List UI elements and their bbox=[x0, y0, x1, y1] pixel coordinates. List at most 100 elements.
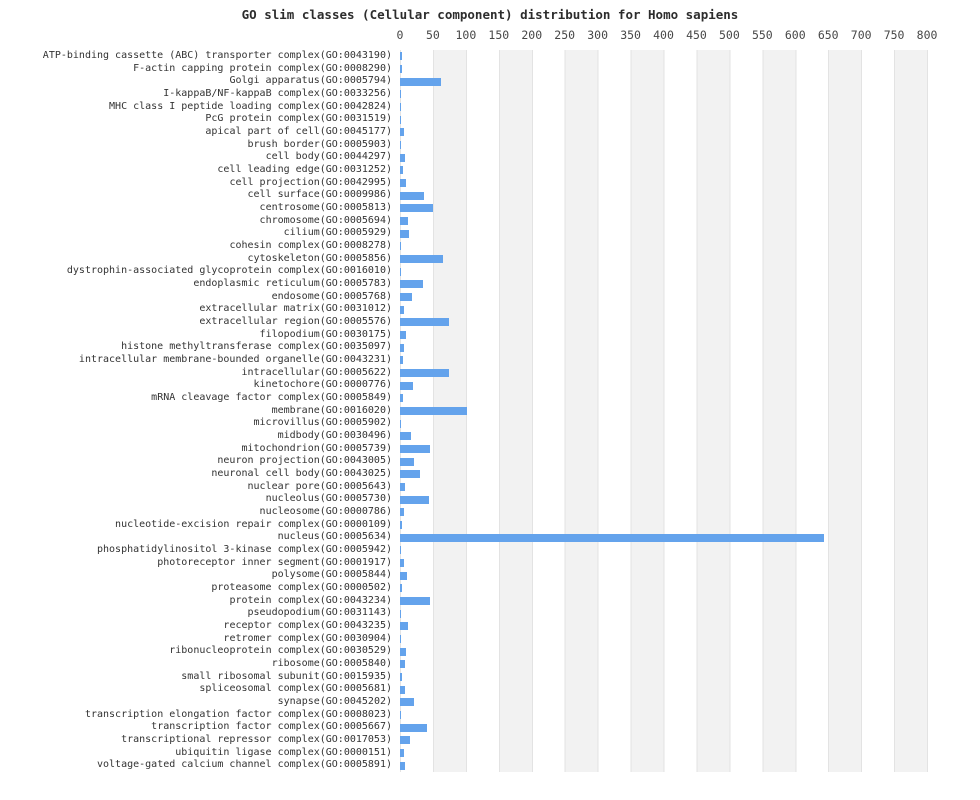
category-label: intracellular(GO:0005622) bbox=[241, 366, 392, 378]
bar bbox=[400, 103, 402, 111]
bar bbox=[400, 217, 408, 225]
bar bbox=[400, 419, 402, 428]
category-label: I-kappaB/NF-kappaB complex(GO:0033256) bbox=[163, 88, 392, 99]
category-label: mRNA cleavage factor complex(GO:0005849) bbox=[151, 392, 392, 403]
bar bbox=[400, 90, 402, 99]
category-label: synapse(GO:0045202) bbox=[277, 696, 392, 707]
bar bbox=[400, 571, 407, 580]
x-tick-label: 800 bbox=[916, 28, 938, 42]
bar bbox=[400, 242, 402, 251]
bar bbox=[400, 381, 414, 390]
category-label: nucleotide-excision repair complex(GO:00… bbox=[115, 518, 392, 530]
category-label: ubiquitin ligase complex(GO:0000151) bbox=[175, 746, 392, 758]
category-label: retromer complex(GO:0030904) bbox=[223, 632, 392, 644]
chart-title: GO slim classes (Cellular component) dis… bbox=[241, 7, 739, 22]
bar bbox=[400, 609, 402, 618]
bar bbox=[400, 166, 404, 175]
category-label: transcription factor complex(GO:0005667) bbox=[151, 721, 392, 733]
category-label: voltage-gated calcium channel complex(GO… bbox=[96, 759, 392, 771]
category-label: transcription elongation factor complex(… bbox=[84, 708, 392, 720]
bar bbox=[400, 293, 412, 301]
bar bbox=[400, 445, 430, 453]
category-label: pseudopodium(GO:0031143) bbox=[247, 607, 393, 619]
bar bbox=[400, 533, 824, 542]
bar bbox=[400, 457, 415, 466]
bar bbox=[400, 77, 441, 86]
category-label: neuronal cell body(GO:0043025) bbox=[211, 468, 392, 479]
category-label: polysome(GO:0005844) bbox=[271, 569, 392, 581]
bar bbox=[400, 698, 415, 707]
bar bbox=[400, 711, 402, 719]
category-label: extracellular matrix(GO:0031012) bbox=[199, 303, 392, 315]
bar bbox=[400, 318, 449, 327]
bar bbox=[400, 559, 404, 567]
category-label: cell body(GO:0044297) bbox=[265, 151, 392, 163]
bar bbox=[400, 128, 404, 137]
bar bbox=[400, 65, 402, 73]
bar bbox=[400, 394, 404, 403]
category-label: chromosome(GO:0005694) bbox=[259, 214, 392, 226]
bar bbox=[400, 191, 424, 200]
x-tick-label: 100 bbox=[455, 28, 477, 42]
bar bbox=[400, 305, 404, 314]
x-tick-label: 700 bbox=[850, 28, 872, 42]
category-label: apical part of cell(GO:0045177) bbox=[205, 126, 392, 137]
category-label: nucleolus(GO:0005730) bbox=[265, 493, 392, 505]
x-tick-label: 450 bbox=[686, 28, 707, 42]
category-label: cilium(GO:0005929) bbox=[283, 227, 392, 239]
category-label: filopodium(GO:0030175) bbox=[259, 328, 392, 340]
category-label: nucleosome(GO:0000786) bbox=[259, 506, 392, 517]
category-label: cell projection(GO:0042995) bbox=[229, 176, 392, 188]
bar bbox=[400, 736, 410, 745]
bar bbox=[400, 229, 409, 238]
bar bbox=[400, 685, 406, 694]
bar bbox=[400, 761, 405, 770]
category-label: cell leading edge(GO:0031252) bbox=[217, 164, 392, 175]
category-label: proteasome complex(GO:0000502) bbox=[211, 582, 392, 593]
bar bbox=[400, 660, 406, 669]
bar bbox=[400, 52, 402, 61]
category-label: kinetochore(GO:0000776) bbox=[253, 379, 392, 391]
category-label: cytoskeleton(GO:0005856) bbox=[247, 252, 393, 264]
category-label: microvillus(GO:0005902) bbox=[253, 417, 392, 429]
x-tick-label: 0 bbox=[396, 28, 404, 42]
bar bbox=[400, 508, 404, 517]
bar bbox=[400, 280, 424, 289]
category-label: neuron projection(GO:0043005) bbox=[217, 455, 392, 467]
bar bbox=[400, 179, 406, 187]
bar bbox=[400, 635, 402, 643]
category-label: F-actin capping protein complex(GO:00082… bbox=[133, 62, 392, 74]
x-tick-label: 50 bbox=[426, 28, 440, 42]
bar bbox=[400, 267, 402, 276]
bar bbox=[400, 483, 406, 491]
category-label: histone methyltransferase complex(GO:003… bbox=[121, 341, 392, 353]
category-label: photoreceptor inner segment(GO:0001917) bbox=[157, 556, 392, 568]
category-label: small ribosomal subunit(GO:0015935) bbox=[181, 670, 392, 682]
category-label: receptor complex(GO:0043235) bbox=[223, 620, 392, 631]
x-tick-label: 400 bbox=[653, 28, 674, 42]
bar bbox=[400, 673, 402, 681]
category-label: intracellular membrane-bounded organelle… bbox=[78, 354, 392, 365]
category-label: centrosome(GO:0005813) bbox=[259, 202, 392, 213]
category-label: brush border(GO:0005903) bbox=[247, 138, 393, 150]
category-label: protein complex(GO:0043234) bbox=[229, 594, 392, 606]
category-label: nucleus(GO:0005634) bbox=[277, 531, 392, 543]
bar bbox=[400, 597, 431, 605]
bar bbox=[400, 647, 406, 656]
category-label: extracellular region(GO:0005576) bbox=[199, 316, 392, 327]
bar bbox=[400, 521, 402, 529]
bar bbox=[400, 723, 427, 732]
x-tick-label: 550 bbox=[751, 28, 773, 42]
x-tick-label: 350 bbox=[620, 28, 641, 42]
category-label: ribosome(GO:0005840) bbox=[271, 658, 392, 669]
category-label: transcriptional repressor complex(GO:001… bbox=[121, 734, 392, 745]
category-label: phosphatidylinositol 3-kinase complex(GO… bbox=[96, 544, 392, 555]
category-label: Golgi apparatus(GO:0005794) bbox=[229, 75, 392, 87]
category-label: midbody(GO:0030496) bbox=[277, 430, 392, 441]
bar bbox=[400, 141, 402, 149]
x-tick-label: 500 bbox=[719, 28, 740, 42]
bar bbox=[400, 432, 411, 441]
category-label: PcG protein complex(GO:0031519) bbox=[205, 113, 392, 125]
bar bbox=[400, 407, 468, 415]
